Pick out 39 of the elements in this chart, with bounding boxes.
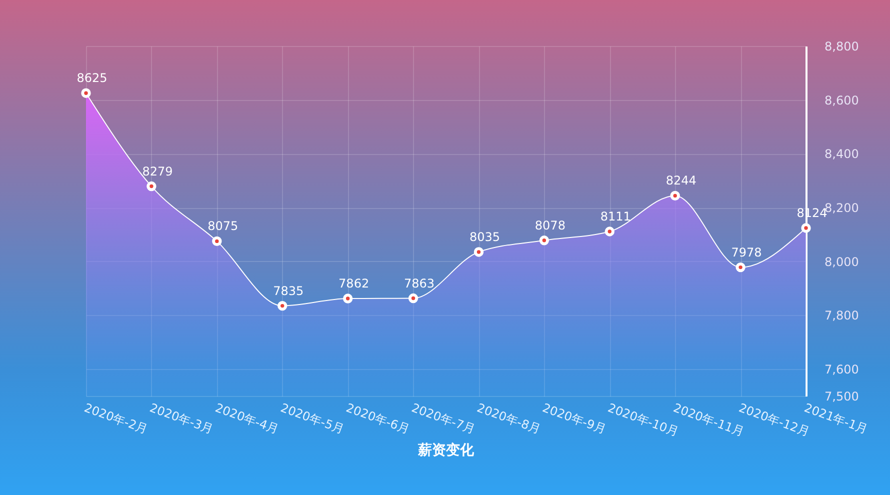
x-tick-label: 2020年-8月 bbox=[475, 400, 542, 437]
data-label: 8279 bbox=[142, 164, 173, 178]
data-label: 7835 bbox=[273, 284, 304, 298]
point bbox=[736, 262, 746, 272]
point bbox=[81, 88, 91, 98]
y-tick-label: 7,800 bbox=[824, 308, 859, 323]
point bbox=[408, 293, 418, 304]
data-label: 8035 bbox=[469, 230, 500, 244]
x-tick-label: 2020年-9月 bbox=[540, 400, 608, 437]
point bbox=[670, 190, 680, 201]
x-tick-label: 2020年-3月 bbox=[148, 400, 216, 437]
data-label: 7978 bbox=[731, 245, 762, 260]
point bbox=[801, 223, 811, 233]
data-label: 8075 bbox=[208, 219, 238, 234]
x-tick-label: 2020年-2月 bbox=[82, 400, 150, 437]
y-tick-label: 8,000 bbox=[824, 254, 859, 269]
x-tick-label: 2020年-5月 bbox=[278, 400, 346, 437]
data-label: 7863 bbox=[404, 276, 435, 290]
data-label: 8111 bbox=[600, 210, 631, 224]
point bbox=[212, 236, 222, 246]
y-tick-label: 8,800 bbox=[824, 40, 859, 54]
y-tick-label: 8,600 bbox=[824, 93, 859, 108]
point bbox=[146, 181, 156, 192]
y-tick-label: 7,500 bbox=[824, 390, 859, 404]
data-label: 8078 bbox=[534, 218, 566, 232]
y-tick-label: 7,600 bbox=[824, 362, 859, 377]
x-tick-label: 2020年-7月 bbox=[410, 400, 477, 437]
x-tick-label: 2020年-6月 bbox=[344, 400, 412, 437]
point bbox=[474, 247, 484, 257]
point bbox=[342, 294, 353, 304]
x-tick-label: 2020年-4月 bbox=[213, 400, 281, 437]
data-label: 8625 bbox=[76, 71, 108, 86]
data-label: 7862 bbox=[338, 276, 370, 291]
point bbox=[604, 226, 614, 236]
point bbox=[278, 300, 288, 311]
point bbox=[539, 236, 550, 246]
text: 薪资变化 bbox=[417, 442, 475, 459]
data-label: 8244 bbox=[666, 174, 696, 188]
y-tick-label: 8,400 bbox=[824, 147, 859, 162]
